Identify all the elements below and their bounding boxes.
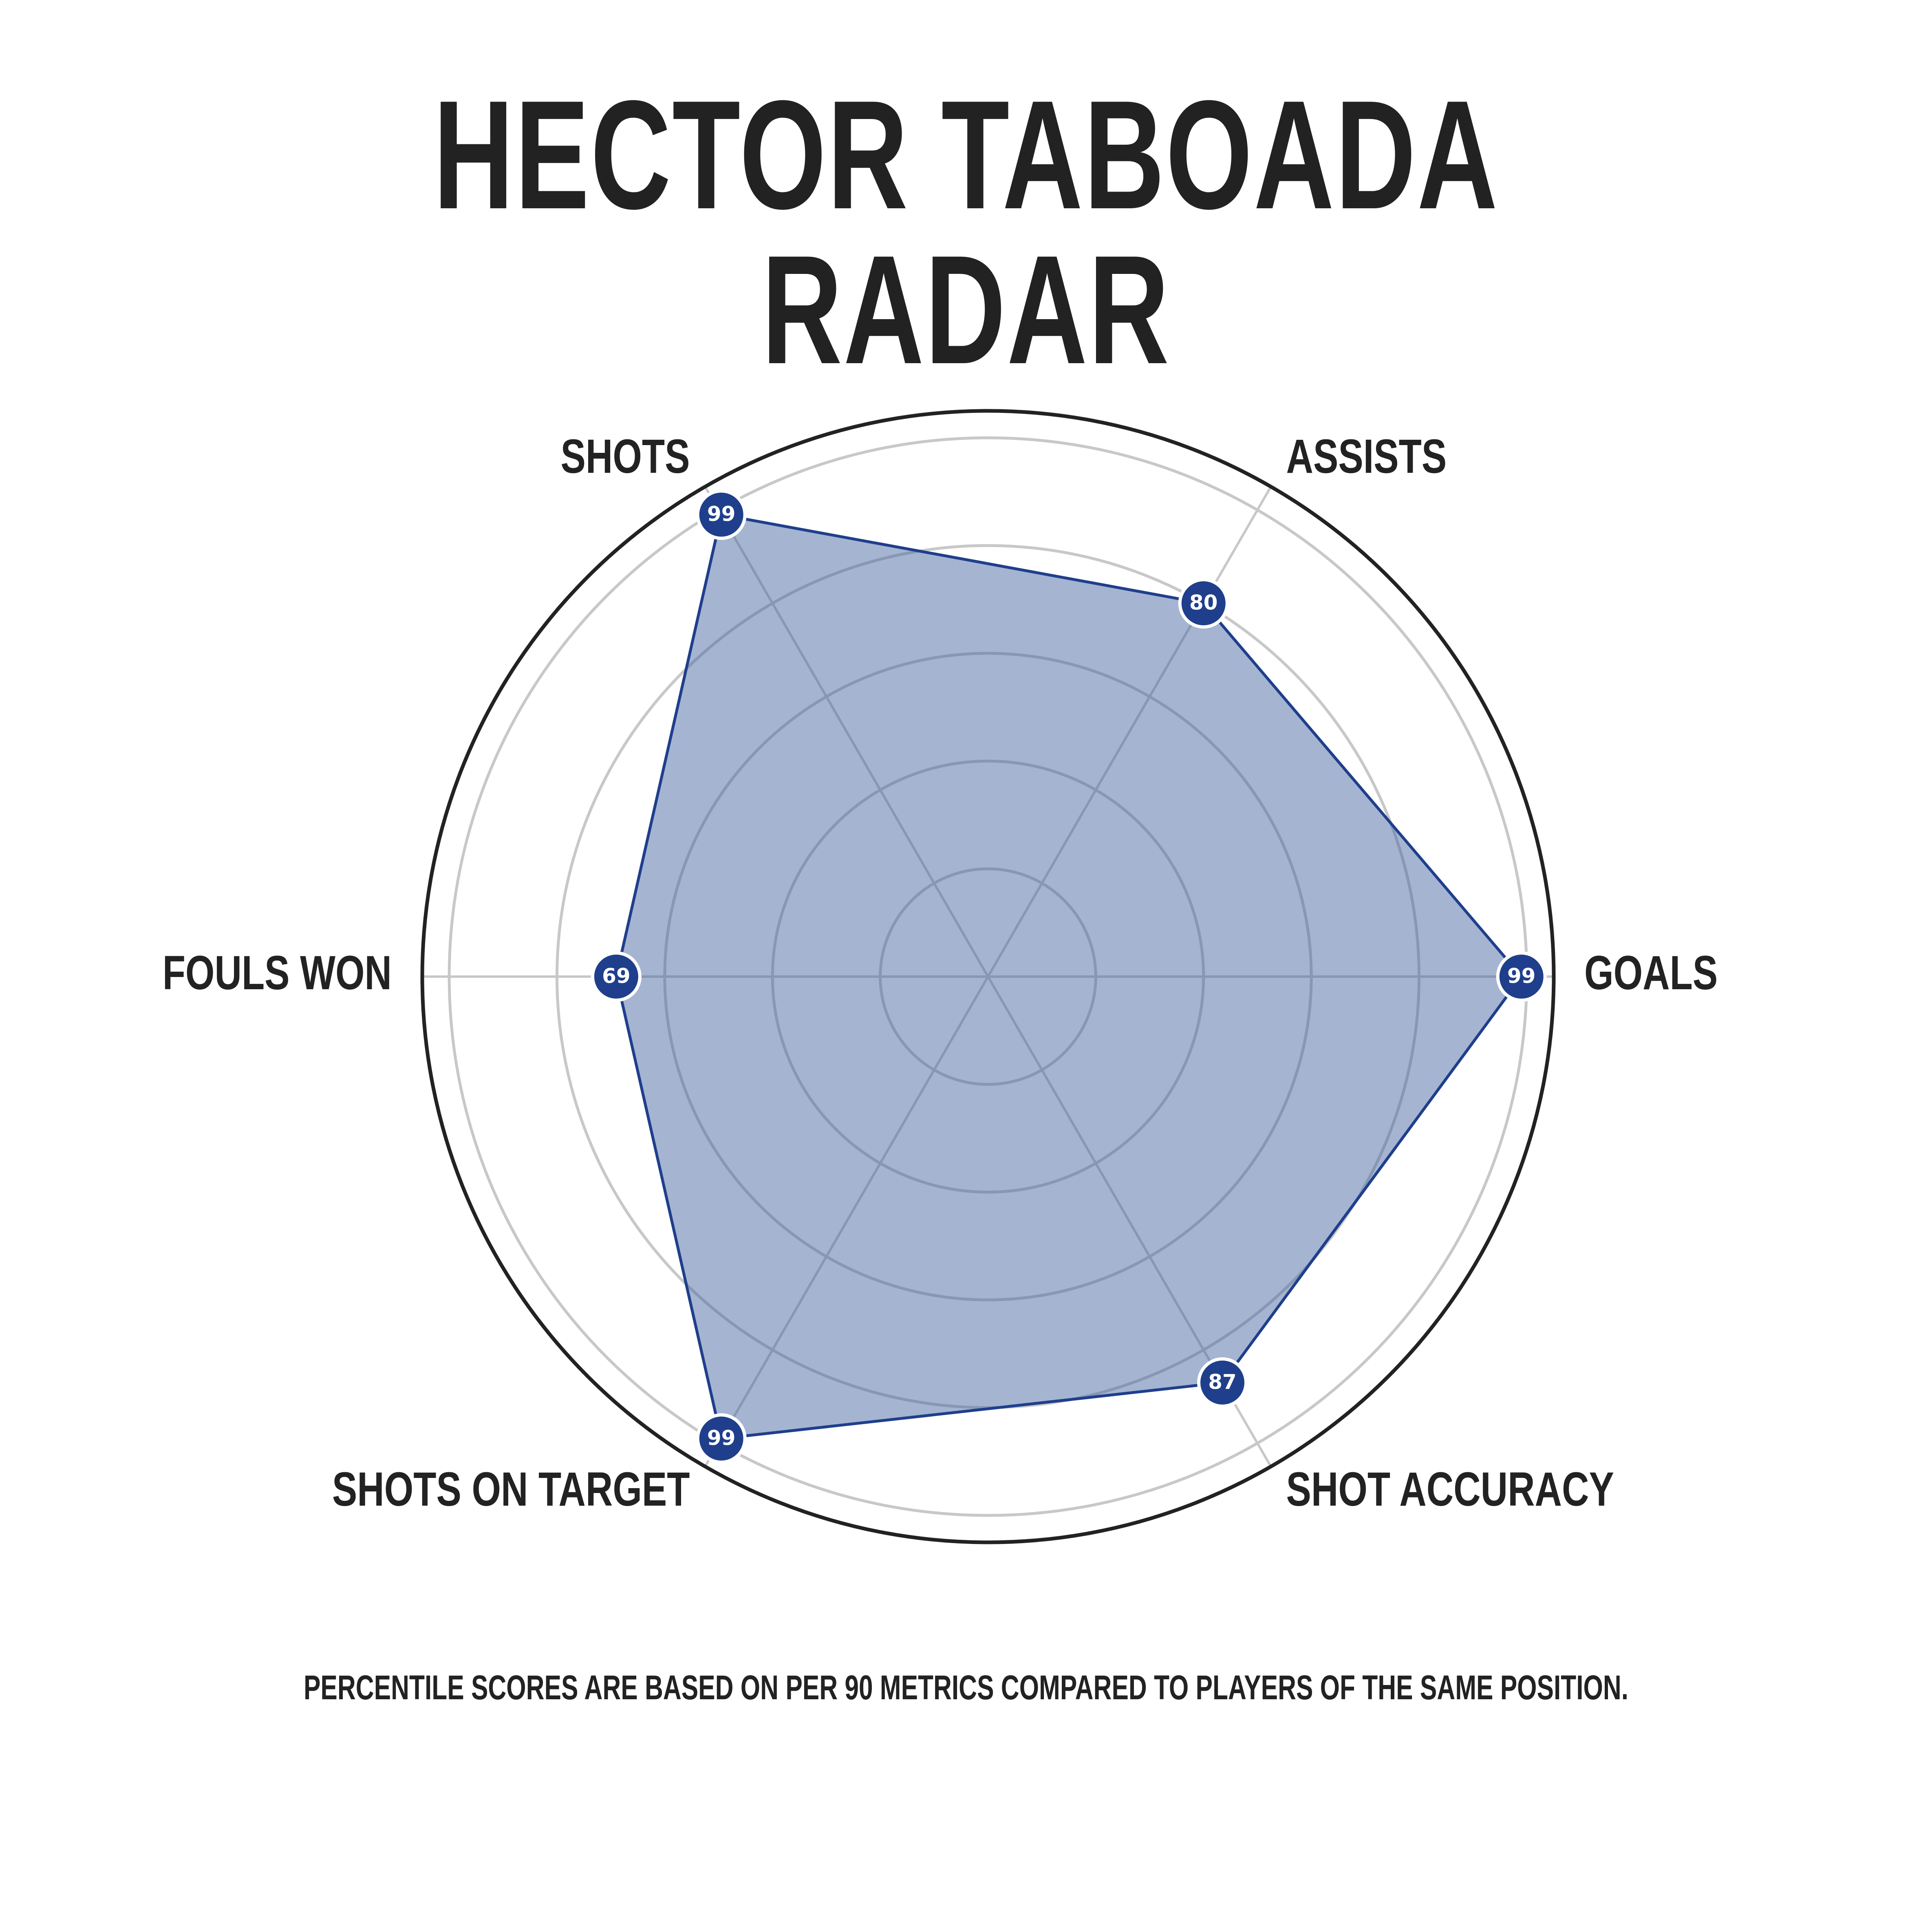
data-point: 99	[696, 489, 747, 540]
data-point-marker	[1197, 1357, 1248, 1408]
data-point-marker	[591, 951, 642, 1002]
radar-spoke	[704, 976, 989, 1467]
axis-label: SHOTS	[561, 430, 690, 483]
radar-spoke	[704, 486, 989, 977]
radar-area	[615, 513, 1523, 1440]
data-point: 80	[1178, 578, 1229, 629]
radar-markers: 99 80 99 69 99 87	[591, 489, 1547, 1464]
radar-axis-labels: GOALS ASSISTS SHOTS FOULS WON SHOTS ON TARGE…	[163, 430, 1718, 1516]
data-point-label: 99	[1507, 964, 1536, 988]
axis-label: SHOTS ON TARGET	[332, 1462, 690, 1516]
axis-label: FOULS WON	[163, 946, 392, 1000]
data-point-marker	[696, 489, 747, 540]
data-point-label: 99	[707, 1426, 736, 1450]
data-point-label: 87	[1208, 1370, 1237, 1394]
radar-spoke	[987, 486, 1272, 977]
data-point-marker	[1496, 951, 1547, 1002]
axis-label: SHOT ACCURACY	[1286, 1462, 1614, 1516]
data-point: 87	[1197, 1357, 1248, 1408]
data-point: 99	[696, 1413, 747, 1464]
data-point-label: 80	[1189, 591, 1218, 615]
data-point: 99	[1496, 951, 1547, 1002]
data-point-label: 99	[707, 502, 736, 526]
data-point-marker	[696, 1413, 747, 1464]
data-point: 69	[591, 951, 642, 1002]
radar-outer-ring	[420, 409, 1556, 1544]
page-title: HECTOR TABOADA RADAR	[433, 68, 1499, 396]
axis-label: ASSISTS	[1286, 430, 1447, 483]
axis-label: GOALS	[1584, 946, 1718, 1000]
radar-spokes	[422, 486, 1554, 1467]
footnote: PERCENTILE SCORES ARE BASED ON PER 90 ME…	[303, 1668, 1629, 1707]
data-point-label: 69	[602, 964, 631, 988]
radar-series	[615, 513, 1523, 1440]
data-point-marker	[1178, 578, 1229, 629]
